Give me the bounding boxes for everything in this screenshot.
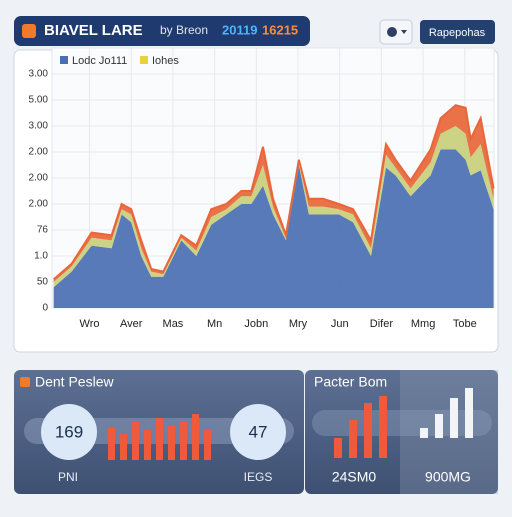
bar [334,438,342,458]
legend-swatch [140,56,148,64]
y-tick-label: 76 [37,225,49,236]
y-tick-label: 2.00 [29,147,49,158]
y-tick-label: 0 [42,303,48,314]
bar [144,430,151,460]
action-button[interactable] [420,20,495,44]
bar [379,396,387,458]
right-card [305,370,498,494]
left-label: PNI [58,470,78,484]
bar [465,388,473,438]
bar [168,426,175,460]
bar [435,414,443,438]
bar [132,422,139,460]
header-bar [14,16,310,46]
legend-swatch [60,56,68,64]
bar [156,418,163,460]
code-a: 20119 [222,22,257,37]
x-tick-label: Aver [120,318,143,330]
widget-icon [20,377,30,387]
bar [120,434,127,460]
x-tick-label: Difer [370,318,394,330]
y-tick-label: 3.00 [29,121,49,132]
y-tick-label: 5.00 [29,95,49,106]
code-b: 16215 [262,22,298,37]
y-tick-label: 1.0 [34,251,48,262]
right-value: 47 [249,422,268,441]
legend-label: Lodc Jo111 [72,55,127,67]
value-circle [41,404,97,460]
bar [420,428,428,438]
value-circle [230,404,286,460]
right-card-shade [400,370,498,494]
legend-label: Iohes [152,55,179,67]
x-tick-label: Jun [331,318,349,330]
bar [349,420,357,458]
y-tick-label: 3.00 [29,69,49,80]
y-tick-label: 50 [37,277,49,288]
y-tick-label: 2.00 [29,173,49,184]
x-tick-label: Mmg [411,318,435,330]
x-tick-label: Tobe [453,318,477,330]
app-icon [22,24,36,38]
white-label: 900MG [425,469,471,485]
orange-label: 24SM0 [332,469,377,485]
app-title: BIAVEL LARE [44,22,143,39]
dropdown-caret [401,30,407,34]
bar [204,430,211,460]
gear-icon [387,27,397,37]
left-value: 169 [55,422,83,441]
top-line [53,104,495,281]
x-tick-label: Mas [163,318,184,330]
x-tick-label: Wro [80,318,100,330]
bar [450,398,458,438]
byline: by Breon [160,23,208,37]
x-tick-label: Mry [289,318,308,330]
bar [108,428,115,460]
area [53,105,494,282]
action-button-label: Rapepohas [429,27,486,39]
bar [192,414,199,460]
area [53,126,494,288]
area [53,149,494,308]
right-label: IEGS [244,470,273,484]
widget-title: Pacter Bom [314,374,387,390]
x-tick-label: Jobn [244,318,268,330]
widget-title: Dent Peslew [35,374,114,390]
x-tick-label: Mn [207,318,222,330]
bar [364,403,372,458]
bar [180,422,187,460]
y-tick-label: 2.00 [29,199,49,210]
